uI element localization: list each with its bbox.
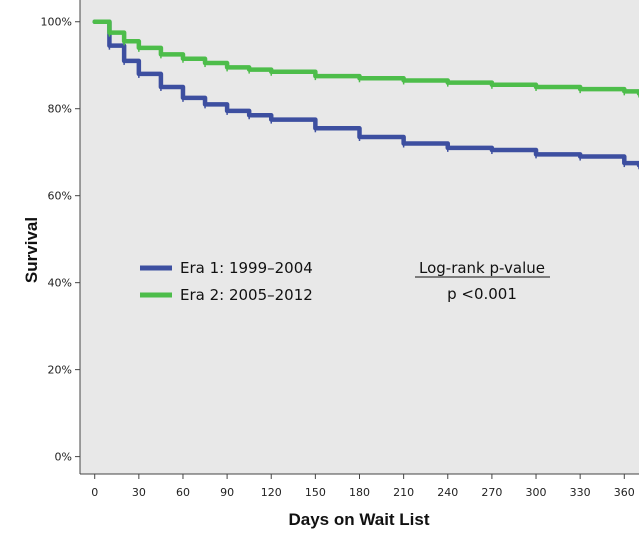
x-tick-label: 120 <box>261 486 282 499</box>
logrank-annotation: Log-rank p-value p <0.001 <box>415 259 550 303</box>
x-tick-label: 360 <box>614 486 635 499</box>
x-tick-label: 30 <box>132 486 146 499</box>
y-tick-label: 60% <box>48 190 72 203</box>
x-tick-label: 150 <box>305 486 326 499</box>
x-tick-label: 60 <box>176 486 190 499</box>
x-tick-label: 180 <box>349 486 370 499</box>
y-tick-label: 100% <box>41 16 72 29</box>
plot-area <box>80 0 639 474</box>
x-axis-title: Days on Wait List <box>288 510 429 529</box>
y-tick-label: 20% <box>48 364 72 377</box>
x-tick-label: 300 <box>526 486 547 499</box>
x-tick-label: 330 <box>570 486 591 499</box>
x-tick-label: 240 <box>437 486 458 499</box>
series-layer <box>92 19 639 170</box>
legend: Era 1: 1999–2004 Era 2: 2005–2012 <box>140 259 313 304</box>
x-tick-label: 210 <box>393 486 414 499</box>
y-tick-label: 0% <box>55 451 72 464</box>
legend-label-era-1: Era 1: 1999–2004 <box>180 259 313 277</box>
x-axis-ticks: 0 30 60 90 120 150 180 210 240 270 300 330 360 <box>91 474 635 499</box>
legend-label-era-2: Era 2: 2005–2012 <box>180 286 313 304</box>
x-tick-label: 270 <box>481 486 502 499</box>
y-tick-label: 40% <box>48 277 72 290</box>
y-tick-label: 80% <box>48 103 72 116</box>
x-tick-label: 90 <box>220 486 234 499</box>
y-axis-title: Survival <box>22 217 41 283</box>
logrank-title: Log-rank p-value <box>419 259 545 277</box>
y-axis-ticks: 0% 20% 40% 60% 80% 100% <box>41 16 80 464</box>
x-tick-label: 0 <box>91 486 98 499</box>
logrank-value: p <0.001 <box>447 285 517 303</box>
